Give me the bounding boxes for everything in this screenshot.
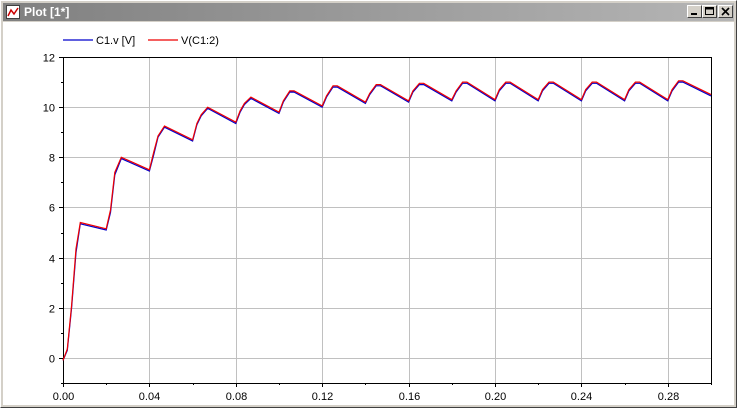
y-tick-label: 4: [49, 254, 55, 266]
series-lines: [62, 80, 712, 361]
legend-label-c1-v: C1.v [V]: [96, 35, 135, 47]
minimize-button[interactable]: [687, 5, 702, 18]
close-icon: [721, 7, 730, 16]
x-tick-label: 0.00: [53, 391, 74, 403]
plot-frame: [63, 57, 712, 384]
y-tick-label: 12: [43, 53, 55, 65]
maximize-icon: [705, 7, 714, 15]
plot-icon: [6, 5, 20, 19]
x-tick-label: 0.28: [658, 391, 679, 403]
maximize-button[interactable]: [702, 5, 717, 18]
y-tick-label: 10: [43, 103, 55, 115]
minimize-icon: [691, 13, 697, 15]
x-tick-label: 0.20: [485, 391, 506, 403]
x-tick-label: 0.16: [399, 391, 420, 403]
x-tick-label: 0.08: [226, 391, 247, 403]
x-tick-label: 0.24: [571, 391, 592, 403]
title-bar[interactable]: Plot [1*]: [3, 3, 734, 21]
grid: [63, 57, 711, 383]
x-tick-label: 0.04: [139, 391, 160, 403]
y-tick-label: 2: [49, 304, 55, 316]
y-tick-label: 6: [49, 203, 55, 215]
y-tick-label: 0: [49, 354, 55, 366]
x-tick-label: 0.12: [312, 391, 333, 403]
close-button[interactable]: [718, 5, 733, 18]
legend: C1.v [V] V(C1:2): [63, 35, 219, 47]
legend-label-v-c1-2: V(C1:2): [181, 35, 219, 47]
window-title: Plot [1*]: [24, 5, 70, 19]
plot-area-container[interactable]: 0.00 0.04 0.08 0.12 0.16 0.20 0.24 0.28 0 2 4 6 8 10 1…: [3, 22, 734, 405]
axis-ticks: 0.00 0.04 0.08 0.12 0.16 0.20 0.24 0.28 0 2 4 6 8 10 1…: [43, 53, 712, 403]
series-line-v-c1-2: [62, 80, 712, 361]
series-line-c1-v: [62, 81, 712, 361]
y-tick-label: 8: [49, 153, 55, 165]
plot-chart[interactable]: 0.00 0.04 0.08 0.12 0.16 0.20 0.24 0.28 0 2 4 6 8 10 1…: [3, 22, 734, 405]
